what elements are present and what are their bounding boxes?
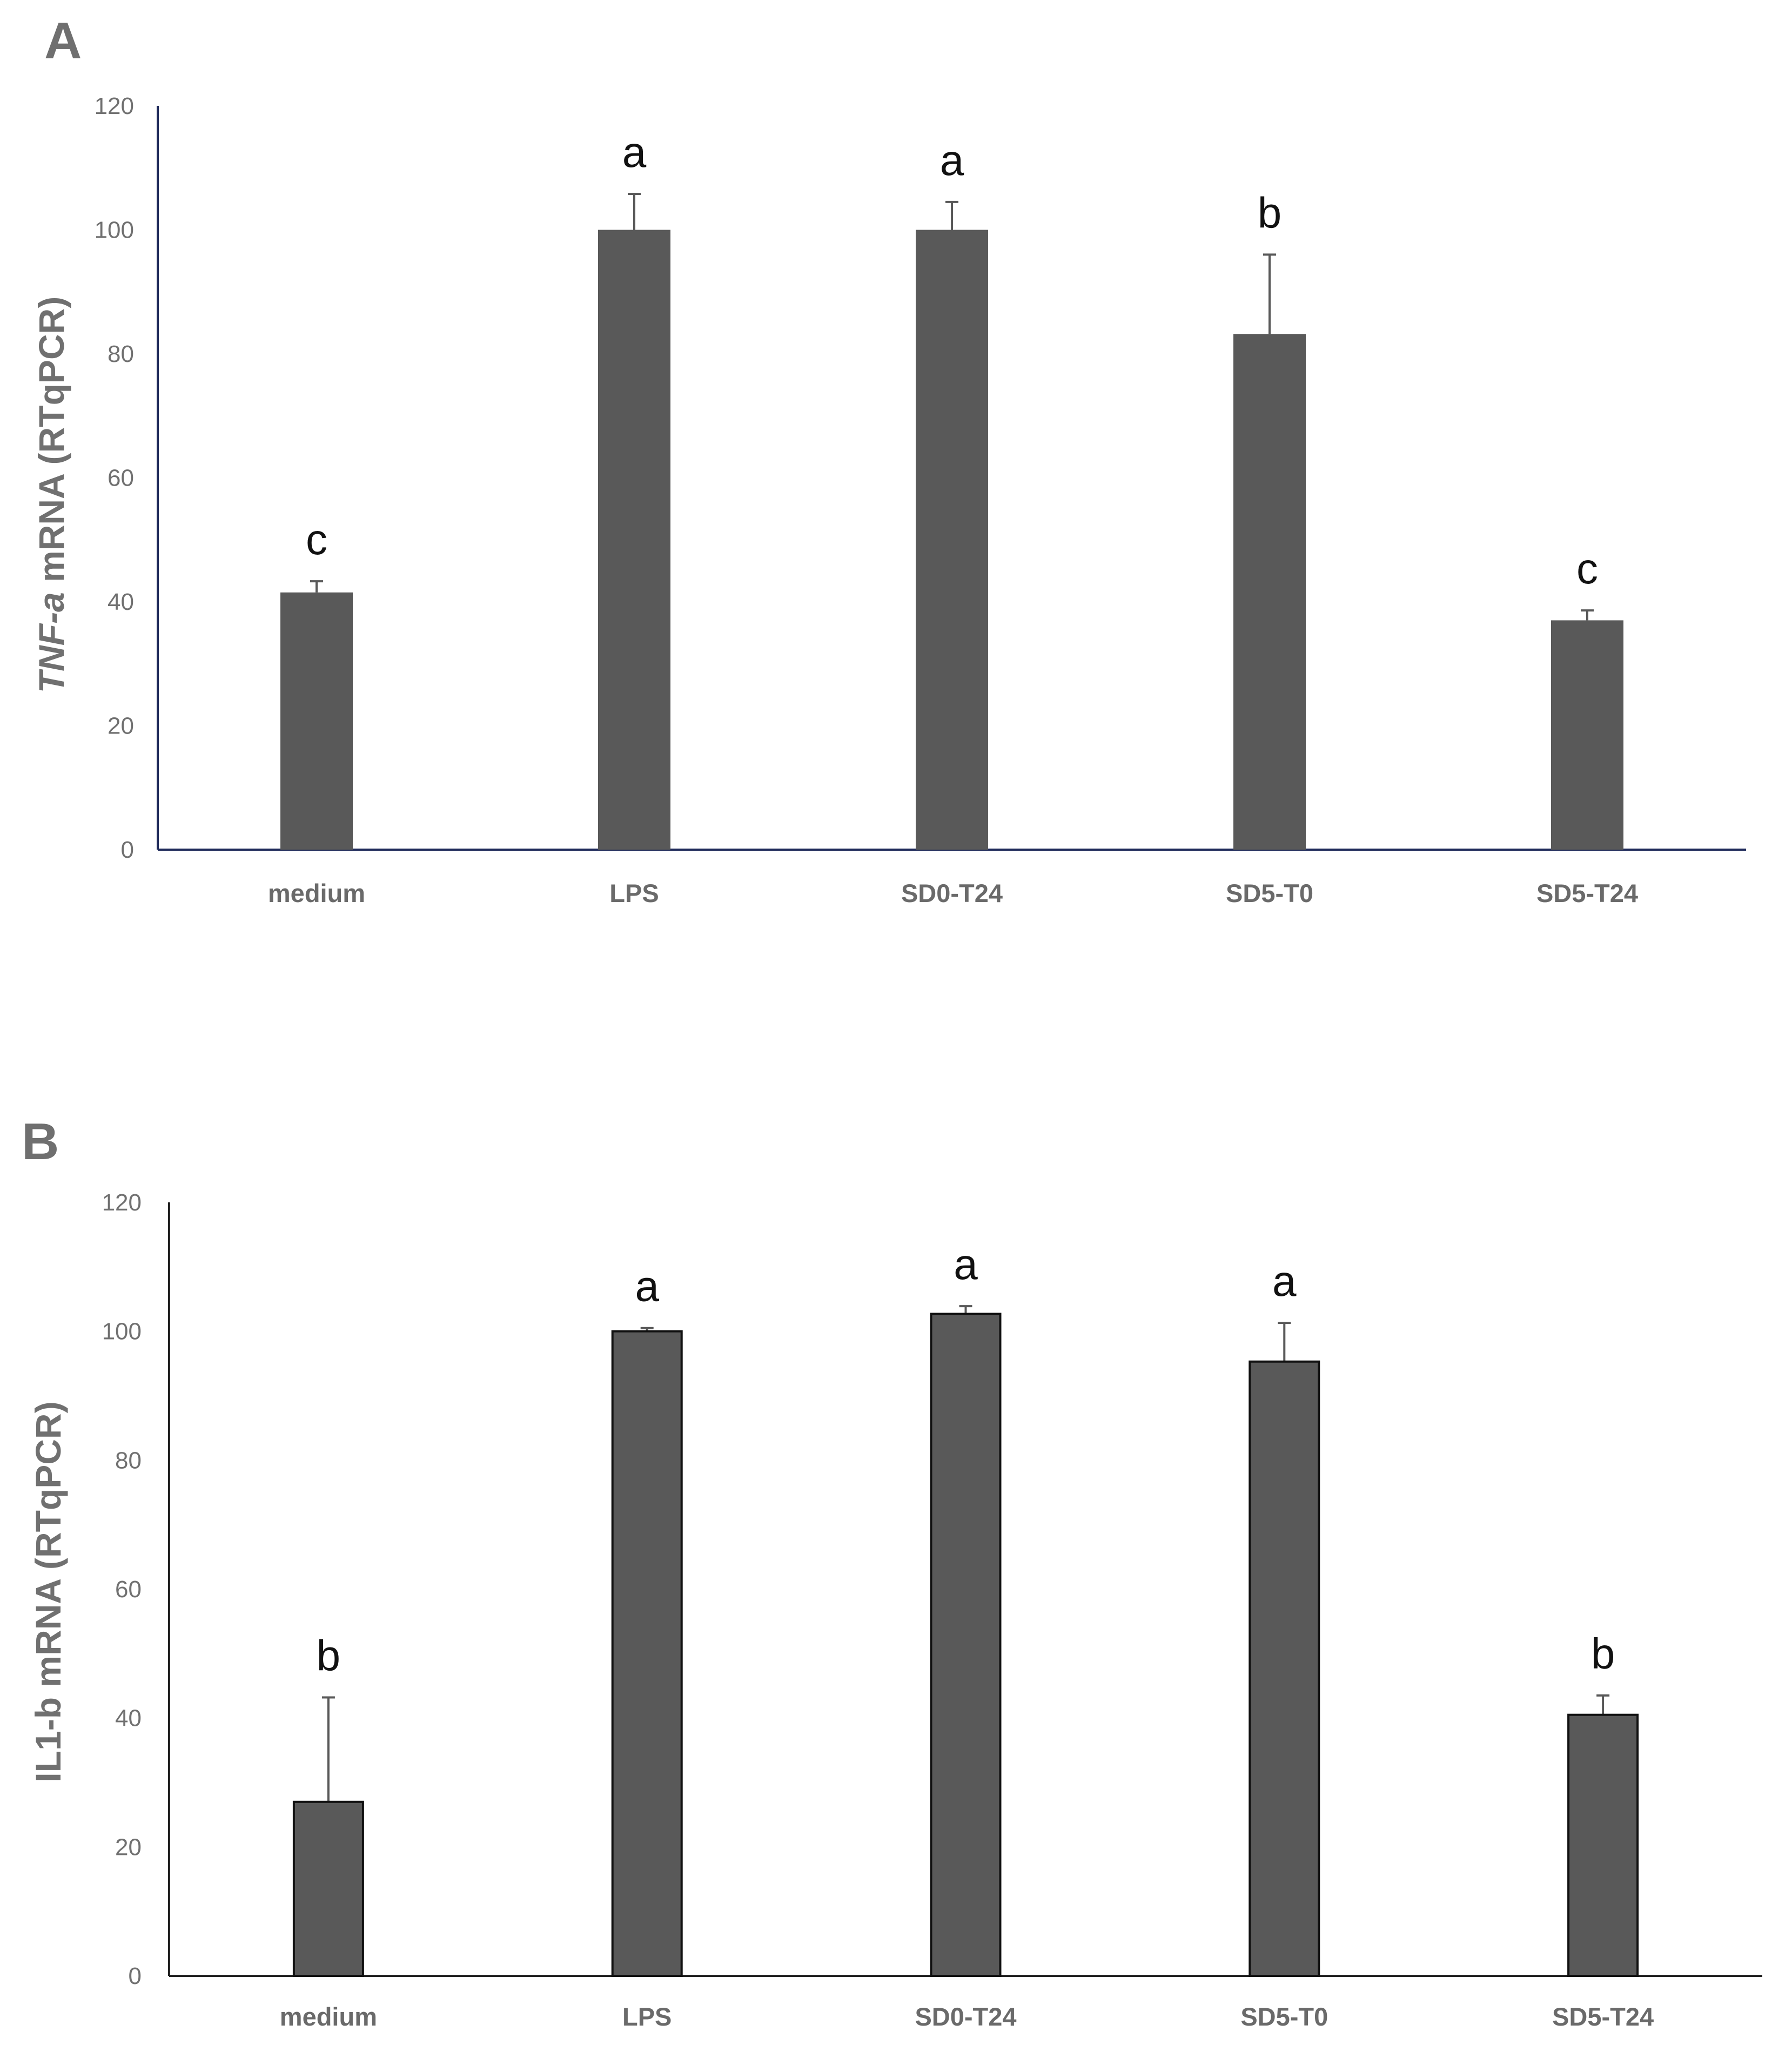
panel-a-y-tick-label: 60 xyxy=(108,465,134,492)
panel-a-bar xyxy=(280,592,353,850)
panel-b-significance-label: a xyxy=(1272,1257,1297,1305)
panel-b-y-tick-label: 40 xyxy=(115,1705,142,1732)
panel-a-significance-label: a xyxy=(622,128,647,176)
panel-a-y-tick-label: 0 xyxy=(121,837,134,863)
panel-b-category-label: SD5-T0 xyxy=(1240,2002,1328,2031)
panel-b-y-tick-label: 80 xyxy=(115,1447,142,1474)
panel-b-bar xyxy=(611,1330,683,1977)
panel-b-significance-label: a xyxy=(635,1262,659,1310)
panel-a-significance-label: b xyxy=(1258,189,1282,237)
panel-a-significance-label: c xyxy=(1576,544,1598,593)
panel-a-bar xyxy=(598,230,670,850)
panel-b-y-tick-label: 120 xyxy=(102,1189,142,1216)
panel-a-y-axis-label-rest: mRNA (RTqPCR) xyxy=(31,297,71,593)
panel-a-category-label: SD0-T24 xyxy=(901,879,1003,907)
panel-b-category-label: SD5-T24 xyxy=(1552,2002,1654,2031)
panel-a-y-tick-label: 100 xyxy=(95,217,134,244)
panel-b-bar xyxy=(930,1313,1002,1977)
panel-a-bar xyxy=(916,230,988,850)
panel-a-bar xyxy=(1233,334,1306,850)
panel-a-category-label: SD5-T24 xyxy=(1536,879,1638,907)
panel-a-category-label: medium xyxy=(268,879,365,907)
panel-a: A TNF-a mRNA (RTqPCR) 0 20 40 60 80 100 120 c me… xyxy=(31,12,1746,907)
panel-b-bar xyxy=(1249,1360,1320,1977)
panel-b-significance-label: a xyxy=(954,1240,978,1288)
panel-a-y-tick-label: 80 xyxy=(108,341,134,367)
panel-a-bar xyxy=(1551,620,1623,850)
panel-b-label: B xyxy=(22,1113,59,1171)
panel-a-significance-label: c xyxy=(306,515,327,563)
panel-b-category-label: SD0-T24 xyxy=(915,2002,1016,2031)
panel-b-significance-label: b xyxy=(1591,1630,1615,1678)
panel-a-y-tick-label: 40 xyxy=(108,589,134,615)
panel-b-y-axis-label-rest: IL1-b mRNA (RTqPCR) xyxy=(28,1401,68,1782)
panel-b-y-axis-label: IL1-b mRNA (RTqPCR) xyxy=(28,1401,68,1782)
panel-a-significance-label: a xyxy=(940,136,964,184)
panel-b-y-tick-label: 100 xyxy=(102,1319,142,1345)
panel-a-category-label: LPS xyxy=(609,879,659,907)
panel-b-bar xyxy=(1567,1713,1639,1977)
panel-b-bar xyxy=(292,1800,364,1977)
panel-b: B IL1-b mRNA (RTqPCR) 0 20 40 60 80 100 120 b me… xyxy=(22,1113,1762,2031)
panel-b-y-tick-label: 20 xyxy=(115,1834,142,1860)
panel-a-y-axis-label-italic: TNF-a xyxy=(31,592,71,693)
panel-a-y-axis-label: TNF-a mRNA (RTqPCR) xyxy=(31,297,71,693)
panel-b-category-label: LPS xyxy=(622,2002,672,2031)
panel-b-y-tick-label: 60 xyxy=(115,1576,142,1603)
panel-a-label: A xyxy=(44,12,82,70)
panel-a-y-tick-label: 20 xyxy=(108,713,134,739)
panel-a-category-label: SD5-T0 xyxy=(1226,879,1313,907)
panel-b-category-label: medium xyxy=(280,2002,377,2031)
panel-a-y-tick-label: 120 xyxy=(95,93,134,119)
panel-b-significance-label: b xyxy=(317,1631,341,1679)
panel-b-y-tick-label: 0 xyxy=(129,1963,142,1989)
